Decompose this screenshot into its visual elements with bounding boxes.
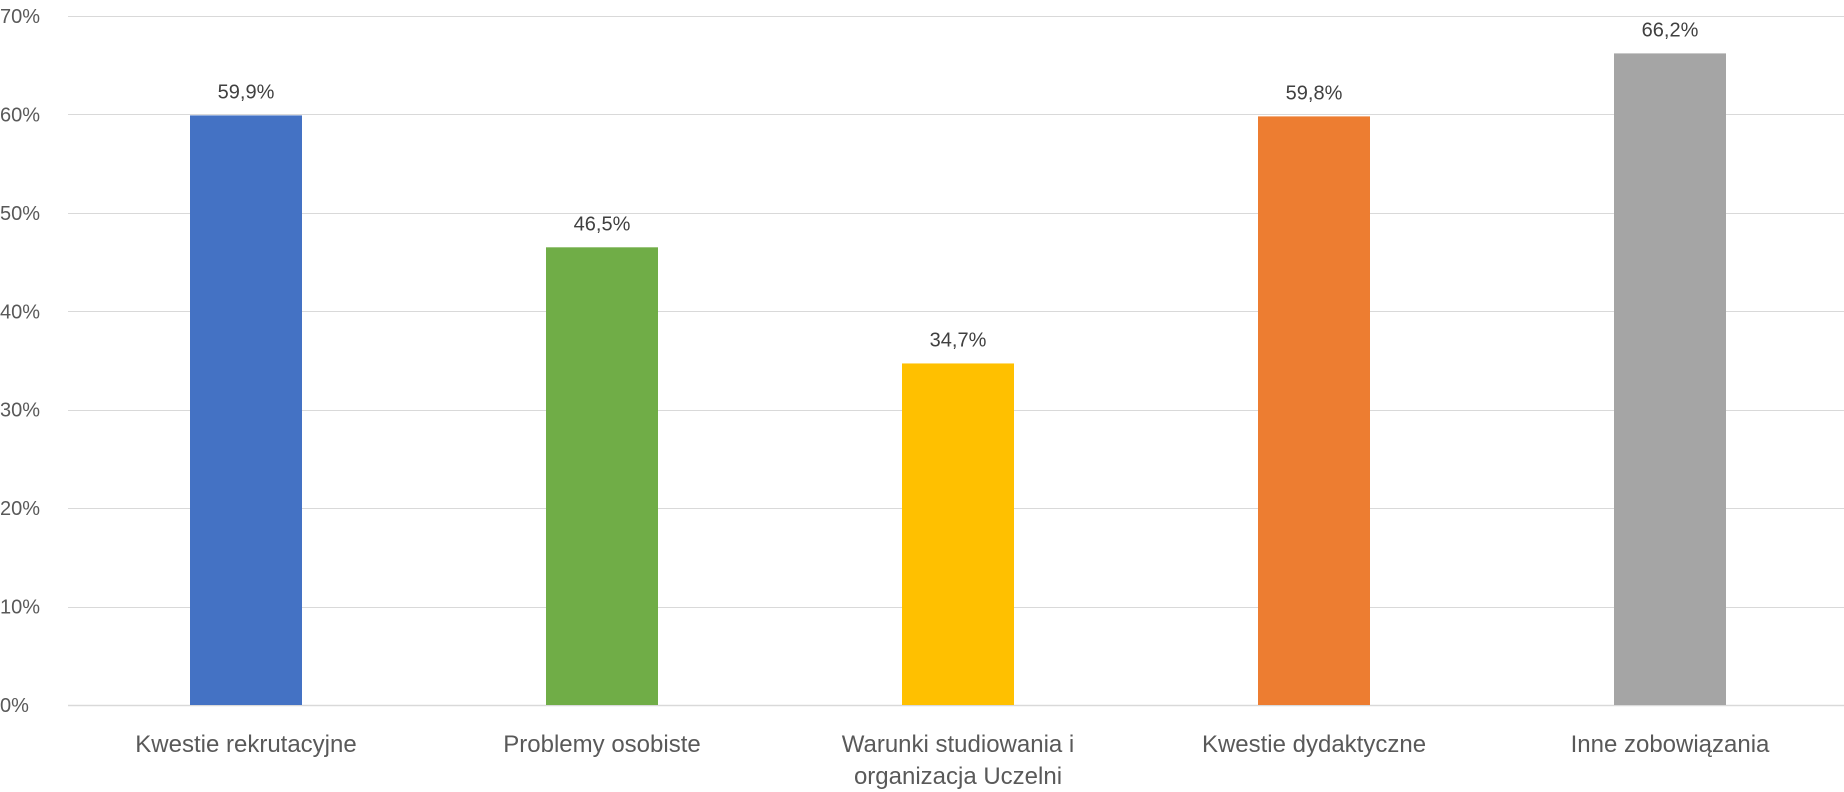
y-tick-label: 60% [0,104,40,126]
y-tick-label: 70% [0,6,40,28]
bar [1614,53,1726,706]
bars [190,53,1726,706]
data-labels: 59,9% 46,5% 34,7% 59,8% 66,2% [218,19,1699,351]
y-tick-label: 40% [0,301,40,323]
data-label: 66,2% [1642,19,1699,41]
category-label: Warunki studiowania i organizacja Uczelni [842,731,1075,790]
bar [1258,116,1370,705]
category-label-line: Problemy osobiste [503,731,700,758]
y-tick-label: 50% [0,203,40,225]
category-label-line: organizacja Uczelni [854,763,1062,790]
y-tick-label: 20% [0,498,40,520]
category-label-line: Kwestie dydaktyczne [1202,731,1426,758]
data-label: 59,8% [1286,82,1343,104]
y-tick-label: 0% [0,695,29,717]
category-label: Inne zobowiązania [1571,731,1770,758]
category-label: Problemy osobiste [503,731,700,758]
x-axis-categories: Kwestie rekrutacyjne Problemy osobiste War… [135,731,1770,790]
bar [902,363,1014,705]
bar [190,115,302,706]
bar [546,247,658,706]
y-tick-label: 10% [0,597,40,619]
gridlines [68,16,1844,707]
category-label: Kwestie dydaktyczne [1202,731,1426,758]
category-label: Kwestie rekrutacyjne [135,731,356,758]
category-label-line: Warunki studiowania i [842,731,1075,758]
data-label: 46,5% [574,213,631,235]
data-label: 59,9% [218,81,275,103]
category-label-line: Inne zobowiązania [1571,731,1770,758]
data-label: 34,7% [930,329,987,351]
y-tick-label: 30% [0,400,40,422]
category-label-line: Kwestie rekrutacyjne [135,731,356,758]
y-axis-ticks: 0% 10% 20% 30% 40% 50% 60% 70% [0,6,40,717]
